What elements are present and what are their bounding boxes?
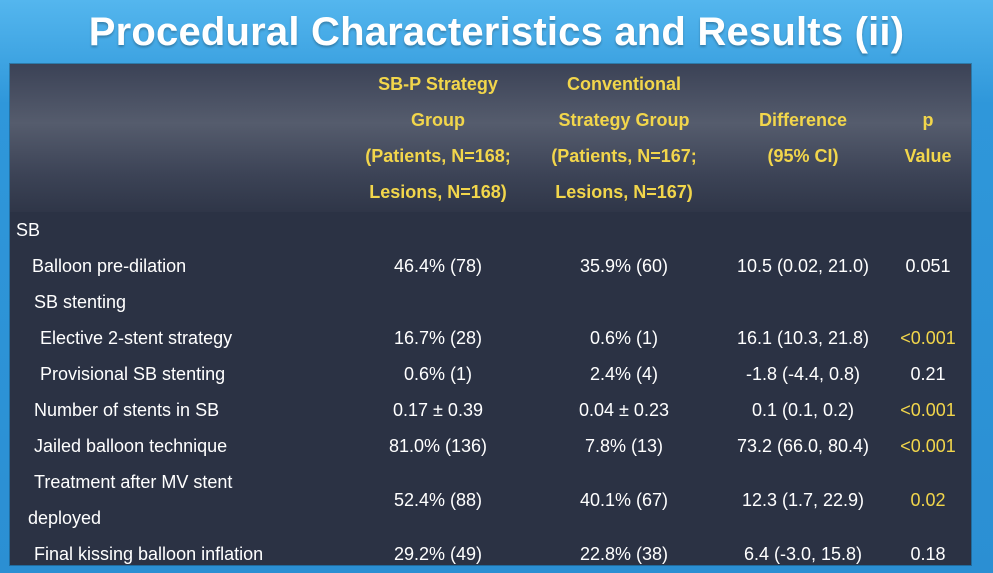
table-row: Provisional SB stenting 0.6% (1) 2.4% (4… xyxy=(10,356,971,392)
row-label: SB stenting xyxy=(34,292,127,312)
header-line: SB-P Strategy xyxy=(378,74,498,94)
header-line: Difference xyxy=(758,110,848,130)
table-row: Treatment after MV stent deployed 52.4% … xyxy=(10,464,971,536)
cell-sbp: 29.2% (49) xyxy=(393,544,483,564)
cell-conventional: 0.6% (1) xyxy=(589,328,659,348)
table-row: Number of stents in SB 0.17 ± 0.39 0.04 … xyxy=(10,392,971,428)
cell-difference: 16.1 (10.3, 21.8) xyxy=(736,328,870,348)
table-row: Elective 2-stent strategy 16.7% (28) 0.6… xyxy=(10,320,971,356)
row-label: Number of stents in SB xyxy=(34,400,220,420)
header-line: Value xyxy=(904,146,952,166)
cell-p-value: <0.001 xyxy=(900,328,956,348)
row-label-line: Treatment after MV stent xyxy=(34,472,233,492)
cell-difference: -1.8 (-4.4, 0.8) xyxy=(745,364,861,384)
table-row: Balloon pre-dilation 46.4% (78) 35.9% (6… xyxy=(10,248,971,284)
cell-conventional: 40.1% (67) xyxy=(579,490,669,510)
row-label-line: deployed xyxy=(28,508,102,528)
cell-p-value: <0.001 xyxy=(900,400,956,420)
cell-sbp: 81.0% (136) xyxy=(388,436,488,456)
cell-conventional: 35.9% (60) xyxy=(579,256,669,276)
cell-sbp: 52.4% (88) xyxy=(393,490,483,510)
cell-conventional: 2.4% (4) xyxy=(589,364,659,384)
slide-title: Procedural Characteristics and Results (… xyxy=(88,10,905,54)
row-label: Final kissing balloon inflation xyxy=(34,544,264,564)
row-label: Balloon pre-dilation xyxy=(32,256,187,276)
table-header: SB-P Strategy Group (Patients, N=168; Le… xyxy=(10,64,971,212)
cell-sbp: 0.17 ± 0.39 xyxy=(393,400,483,420)
table-row: SB xyxy=(10,212,971,248)
header-conventional-strategy-group: Conventional Strategy Group (Patients, N… xyxy=(536,64,712,212)
header-line: (Patients, N=167; xyxy=(551,146,697,166)
table-row: Jailed balloon technique 81.0% (136) 7.8… xyxy=(10,428,971,464)
row-label: Treatment after MV stent deployed xyxy=(28,464,348,536)
cell-difference: 0.1 (0.1, 0.2) xyxy=(751,400,855,420)
cell-p-value: 0.02 xyxy=(910,490,946,510)
cell-conventional: 7.8% (13) xyxy=(584,436,664,456)
cell-p-value: 0.18 xyxy=(910,544,946,564)
header-line: Strategy Group xyxy=(558,110,690,130)
cell-difference: 10.5 (0.02, 21.0) xyxy=(736,256,870,276)
header-line: Conventional xyxy=(566,74,681,94)
cell-p-value: 0.051 xyxy=(905,256,951,276)
header-difference: Difference (95% CI) xyxy=(718,64,888,212)
cell-p-value: 0.21 xyxy=(910,364,946,384)
cell-difference: 12.3 (1.7, 22.9) xyxy=(741,490,865,510)
table-row: SB stenting xyxy=(10,284,971,320)
cell-conventional: 0.04 ± 0.23 xyxy=(579,400,669,420)
row-label: Elective 2-stent strategy xyxy=(40,328,233,348)
row-label: Provisional SB stenting xyxy=(40,364,226,384)
cell-sbp: 46.4% (78) xyxy=(393,256,483,276)
table-row: Final kissing balloon inflation 29.2% (4… xyxy=(10,536,971,565)
header-line: (Patients, N=168; xyxy=(365,146,511,166)
header-line: Lesions, N=167) xyxy=(555,182,693,202)
header-line: p xyxy=(922,110,934,130)
row-label: Jailed balloon technique xyxy=(34,436,228,456)
cell-conventional: 22.8% (38) xyxy=(579,544,669,564)
row-label: SB xyxy=(16,220,41,240)
header-sbp-strategy-group: SB-P Strategy Group (Patients, N=168; Le… xyxy=(350,64,526,212)
cell-difference: 73.2 (66.0, 80.4) xyxy=(736,436,870,456)
header-line: Lesions, N=168) xyxy=(369,182,507,202)
cell-p-value: <0.001 xyxy=(900,436,956,456)
results-table: SB-P Strategy Group (Patients, N=168; Le… xyxy=(10,64,971,565)
cell-difference: 6.4 (-3.0, 15.8) xyxy=(743,544,863,564)
header-line: (95% CI) xyxy=(767,146,839,166)
cell-sbp: 16.7% (28) xyxy=(393,328,483,348)
cell-sbp: 0.6% (1) xyxy=(403,364,473,384)
header-line: Group xyxy=(411,110,465,130)
header-p-value: p Value xyxy=(888,64,968,212)
